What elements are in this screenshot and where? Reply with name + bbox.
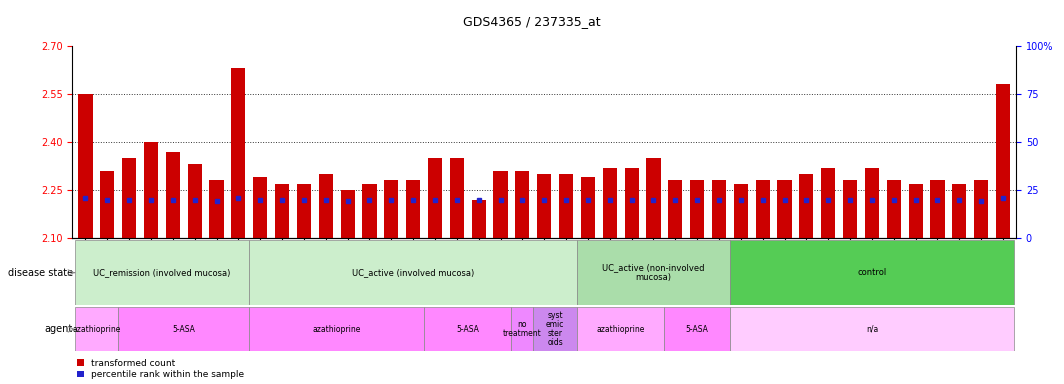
Bar (79, 94, 93, 238)
Text: 5-ASA: 5-ASA (685, 325, 709, 334)
Bar (537, 174, 551, 238)
Bar (515, 171, 530, 238)
Bar (974, 180, 988, 238)
Text: agent: agent (45, 324, 72, 334)
Text: syst
emic
ster
oids: syst emic ster oids (546, 311, 564, 347)
Bar (952, 184, 966, 238)
Bar (253, 177, 267, 238)
Bar (249, 240, 577, 305)
Bar (187, 164, 202, 238)
Bar (734, 184, 748, 238)
Bar (909, 184, 922, 238)
Text: GDS4365 / 237335_at: GDS4365 / 237335_at (463, 15, 601, 28)
Bar (363, 184, 377, 238)
Bar (249, 307, 425, 351)
Bar (425, 307, 512, 351)
Bar (664, 307, 730, 351)
Text: disease state: disease state (7, 268, 72, 278)
Bar (319, 174, 333, 238)
Bar (730, 240, 1014, 305)
Bar (533, 307, 577, 351)
Bar (577, 240, 730, 305)
Bar (646, 158, 661, 238)
Bar (865, 168, 879, 238)
Bar (494, 171, 508, 238)
Bar (625, 168, 638, 238)
Bar (930, 180, 945, 238)
Bar (755, 180, 769, 238)
Bar (122, 158, 136, 238)
Text: 5-ASA: 5-ASA (172, 325, 195, 334)
Text: azathioprine: azathioprine (72, 325, 120, 334)
Bar (118, 307, 249, 351)
Bar (730, 307, 1014, 351)
Bar (886, 180, 901, 238)
Bar (231, 68, 246, 238)
Legend: transformed count, percentile rank within the sample: transformed count, percentile rank withi… (77, 359, 245, 379)
Bar (144, 142, 159, 238)
Bar (166, 152, 180, 238)
Bar (74, 307, 118, 351)
Bar (778, 180, 792, 238)
Bar (577, 307, 664, 351)
Bar (471, 200, 486, 238)
Bar (428, 158, 443, 238)
Bar (74, 240, 249, 305)
Bar (602, 168, 617, 238)
Bar (559, 174, 573, 238)
Bar (799, 174, 814, 238)
Bar (100, 171, 115, 238)
Bar (406, 180, 420, 238)
Bar (843, 180, 858, 238)
Bar (210, 180, 223, 238)
Bar (712, 180, 726, 238)
Text: UC_active (non-involved
mucosa): UC_active (non-involved mucosa) (602, 263, 704, 282)
Bar (297, 184, 311, 238)
Bar (691, 180, 704, 238)
Text: UC_active (involved mucosa): UC_active (involved mucosa) (352, 268, 475, 277)
Bar (512, 307, 533, 351)
Bar (821, 168, 835, 238)
Text: 5-ASA: 5-ASA (456, 325, 479, 334)
Text: azathioprine: azathioprine (313, 325, 361, 334)
Bar (668, 180, 682, 238)
Bar (340, 190, 354, 238)
Bar (581, 177, 595, 238)
Bar (275, 184, 289, 238)
Text: control: control (858, 268, 886, 277)
Text: azathioprine: azathioprine (597, 325, 645, 334)
Text: n/a: n/a (866, 325, 878, 334)
Text: no
treatment: no treatment (503, 320, 542, 338)
Text: UC_remission (involved mucosa): UC_remission (involved mucosa) (94, 268, 231, 277)
Bar (384, 180, 398, 238)
Bar (450, 158, 464, 238)
Bar (996, 84, 1010, 238)
